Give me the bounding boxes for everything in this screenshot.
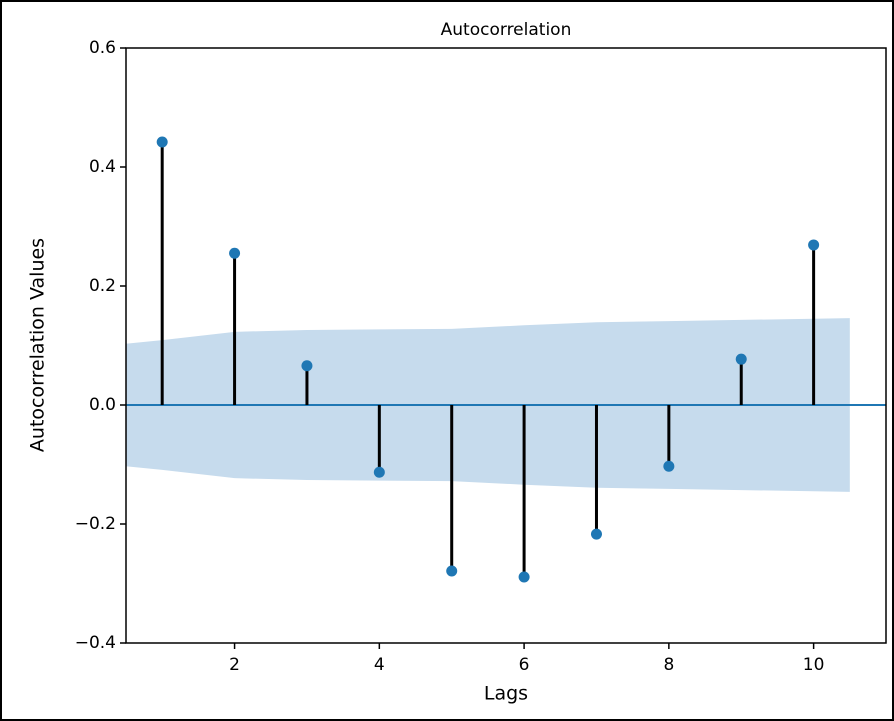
marker (518, 571, 530, 583)
x-tick-label: 4 (374, 655, 385, 675)
x-tick-label: 10 (803, 655, 825, 675)
y-tick-label: 0.4 (89, 157, 116, 177)
marker (735, 353, 747, 365)
x-axis-label: Lags (484, 683, 528, 705)
marker (590, 528, 602, 540)
chart-title: Autocorrelation (441, 20, 572, 40)
y-tick-label: 0.0 (89, 395, 116, 415)
y-tick-label: 0.6 (89, 38, 116, 58)
x-tick-label: 8 (663, 655, 674, 675)
y-tick-label: 0.2 (89, 276, 116, 296)
plot-frame (125, 47, 887, 644)
y-tick-label: −0.2 (75, 514, 116, 534)
marker (229, 247, 241, 259)
marker (156, 136, 168, 148)
marker (446, 565, 458, 577)
marker (663, 460, 675, 472)
marker (373, 466, 385, 478)
x-tick-label: 2 (229, 655, 240, 675)
y-tick-label: −0.4 (75, 633, 116, 653)
marker (808, 239, 820, 251)
y-axis-label: Autocorrelation Values (27, 238, 49, 452)
marker (301, 360, 313, 372)
x-tick-label: 6 (519, 655, 530, 675)
